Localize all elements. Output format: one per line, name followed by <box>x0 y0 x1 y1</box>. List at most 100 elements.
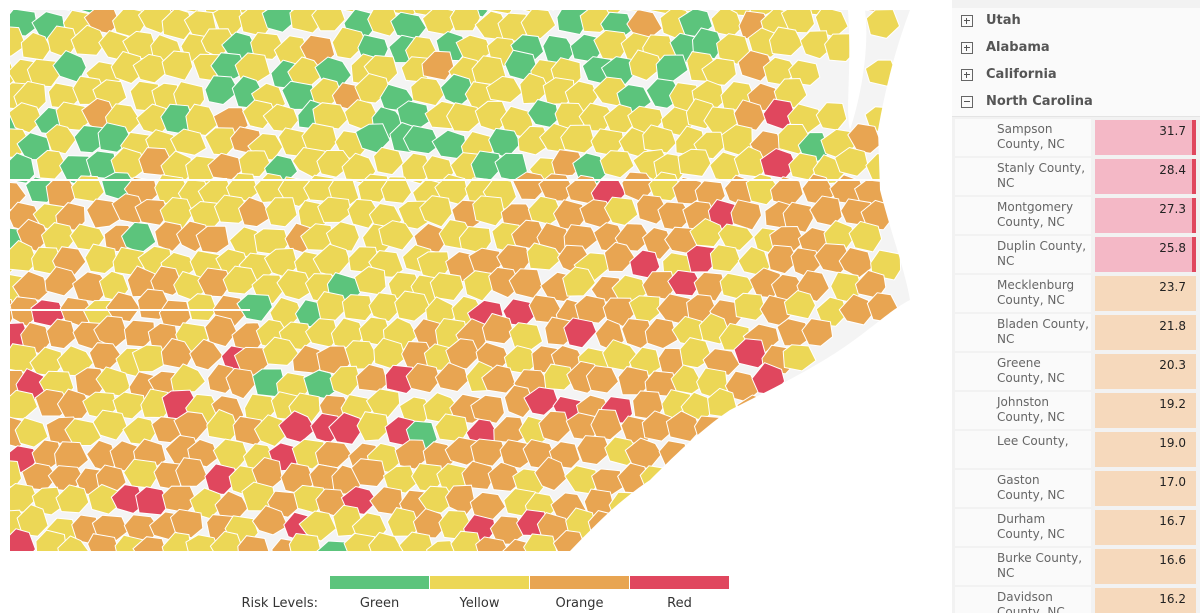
county-shape[interactable] <box>426 540 459 551</box>
county-shape[interactable] <box>276 269 315 301</box>
county-shape[interactable] <box>161 531 193 552</box>
county-shape[interactable] <box>105 291 141 323</box>
county-shape[interactable] <box>815 102 848 131</box>
county-shape[interactable] <box>394 439 429 470</box>
county-shape[interactable] <box>365 388 401 418</box>
county-shape[interactable] <box>461 460 496 490</box>
county-shape[interactable] <box>238 150 271 178</box>
state-county-panel[interactable]: Utah Alabama California North Carolina S… <box>952 0 1200 613</box>
county-row[interactable]: Sampson County, NC 31.7 <box>955 119 1200 156</box>
county-shape[interactable] <box>512 171 550 201</box>
county-shape[interactable] <box>368 292 402 323</box>
county-shape[interactable] <box>766 244 799 275</box>
county-shape[interactable] <box>733 338 768 369</box>
county-shape[interactable] <box>526 242 563 271</box>
county-shape[interactable] <box>57 535 90 551</box>
county-shape[interactable] <box>251 505 289 536</box>
county-shape[interactable] <box>16 504 49 537</box>
county-shape[interactable] <box>222 265 259 295</box>
county-row[interactable]: Stanly County, NC 28.4 <box>955 158 1200 195</box>
county-shape[interactable] <box>534 456 568 492</box>
county-row[interactable]: Mecklenburg County, NC 23.7 <box>955 275 1200 312</box>
county-row[interactable]: Lee County, 19.0 <box>955 431 1200 468</box>
county-shape[interactable] <box>517 125 551 156</box>
county-shape[interactable] <box>848 220 883 253</box>
county-shape[interactable] <box>487 461 524 492</box>
county-shape[interactable] <box>655 54 689 82</box>
county-shape[interactable] <box>733 99 766 131</box>
county-shape[interactable] <box>312 102 349 130</box>
county-shape[interactable] <box>472 195 506 227</box>
county-shape[interactable] <box>405 362 441 394</box>
county-shape[interactable] <box>347 198 381 229</box>
county-shape[interactable] <box>834 146 869 177</box>
county-shape[interactable] <box>264 197 298 228</box>
county-shape[interactable] <box>225 367 257 400</box>
county-shape[interactable] <box>262 336 300 366</box>
county-shape[interactable] <box>331 26 367 60</box>
county-shape[interactable] <box>10 102 43 134</box>
county-shape[interactable] <box>35 529 68 551</box>
county-shape[interactable] <box>154 221 186 252</box>
county-shape[interactable] <box>209 530 244 551</box>
county-shape[interactable] <box>56 388 92 420</box>
county-shape[interactable] <box>603 103 636 134</box>
county-shape[interactable] <box>865 10 901 39</box>
county-shape[interactable] <box>523 386 559 416</box>
county-shape[interactable] <box>503 384 535 419</box>
county-shape[interactable] <box>508 322 544 351</box>
county-shape[interactable] <box>343 532 377 551</box>
county-shape[interactable] <box>446 102 482 133</box>
county-shape[interactable] <box>445 338 481 370</box>
county-shape[interactable] <box>745 173 781 206</box>
county-shape[interactable] <box>421 10 456 36</box>
state-row-north-carolina[interactable]: North Carolina <box>952 89 1200 117</box>
county-shape[interactable] <box>768 26 804 57</box>
county-shape[interactable] <box>70 24 107 56</box>
county-shape[interactable] <box>419 195 453 228</box>
county-shape[interactable] <box>44 266 79 297</box>
county-shape[interactable] <box>709 244 741 273</box>
county-shape[interactable] <box>543 363 576 391</box>
county-shape[interactable] <box>574 294 609 324</box>
county-shape[interactable] <box>195 225 230 254</box>
county-shape[interactable] <box>450 530 483 551</box>
county-shape[interactable] <box>560 124 596 154</box>
county-shape[interactable] <box>847 123 882 154</box>
county-shape[interactable] <box>434 362 469 393</box>
county-shape[interactable] <box>733 292 767 321</box>
county-shape[interactable] <box>603 196 639 226</box>
county-shape[interactable] <box>418 485 456 514</box>
county-shape[interactable] <box>523 533 558 551</box>
county-row[interactable]: Gaston County, NC 17.0 <box>955 470 1200 507</box>
county-shape[interactable] <box>185 534 219 551</box>
county-shape[interactable] <box>644 317 679 350</box>
county-shape[interactable] <box>538 410 571 443</box>
county-row[interactable]: Duplin County, NC 25.8 <box>955 236 1200 273</box>
county-shape[interactable] <box>367 10 400 37</box>
county-shape[interactable] <box>716 33 751 65</box>
state-row-utah[interactable]: Utah <box>952 8 1200 36</box>
county-shape[interactable] <box>92 409 128 441</box>
county-shape[interactable] <box>356 411 390 442</box>
county-shape[interactable] <box>45 318 77 350</box>
county-shape[interactable] <box>782 344 817 372</box>
county-shape[interactable] <box>316 291 349 321</box>
county-shape[interactable] <box>642 124 677 154</box>
county-shape[interactable] <box>780 10 816 34</box>
county-shape[interactable] <box>169 508 204 539</box>
county-shape[interactable] <box>398 531 434 551</box>
county-shape[interactable] <box>238 196 272 228</box>
county-shape[interactable] <box>677 148 712 177</box>
county-shape[interactable] <box>14 417 49 448</box>
county-shape[interactable] <box>603 241 636 273</box>
county-shape[interactable] <box>485 75 523 104</box>
county-shape[interactable] <box>747 10 781 16</box>
county-shape[interactable] <box>410 76 446 107</box>
county-shape[interactable] <box>204 314 238 348</box>
county-shape[interactable] <box>815 296 849 327</box>
county-shape[interactable] <box>838 293 874 326</box>
county-risk-map[interactable] <box>10 10 910 551</box>
county-shape[interactable] <box>520 10 557 40</box>
county-shape[interactable] <box>769 176 804 207</box>
